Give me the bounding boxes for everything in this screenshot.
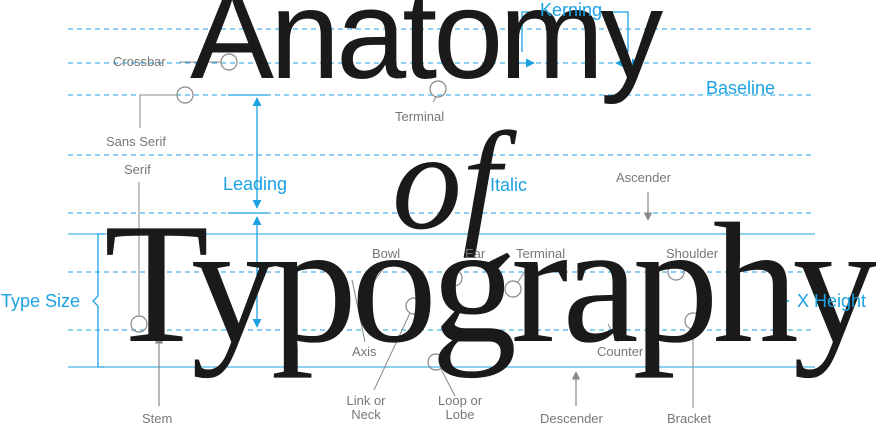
- terminal-bottom-marker: [504, 280, 522, 298]
- shoulder-marker: [667, 263, 685, 281]
- loop-lobe-label-line1: Loop or: [437, 393, 483, 408]
- link-neck-label-line1: Link or: [346, 393, 386, 408]
- link-neck-marker: [405, 297, 423, 315]
- kerning-bracket: [521, 11, 629, 52]
- link-neck-leader: [373, 312, 411, 391]
- title-of: of: [392, 104, 501, 259]
- type-size-bracket: [92, 233, 104, 368]
- sans-serif-label: Sans Serif: [106, 134, 166, 149]
- bracket-label: Bracket: [667, 411, 712, 424]
- loop-lobe-leader: [440, 368, 456, 397]
- loop-lobe-label: Loop or Lobe: [430, 394, 490, 421]
- kerning-label: Kerning: [540, 0, 603, 20]
- bowl-label: Bowl: [372, 246, 401, 261]
- ear-marker: [445, 269, 463, 287]
- ear-leader: [457, 261, 464, 272]
- title-typography: Typography: [104, 189, 876, 379]
- serif-label: Serif: [124, 162, 151, 177]
- link-neck-label-line2: Neck: [351, 407, 381, 422]
- counter-leader: [607, 323, 619, 343]
- title-anatomy: Anatomy: [190, 0, 663, 105]
- type-size-label: Type Size: [1, 291, 81, 311]
- descender-label: Descender: [540, 411, 603, 424]
- italic-label: Italic: [490, 175, 528, 195]
- counter-label: Counter: [597, 344, 644, 359]
- ear-label: Ear: [465, 246, 486, 261]
- stem-label: Stem: [142, 411, 173, 424]
- loop-lobe-marker: [427, 353, 445, 371]
- link-neck-label: Link or Neck: [336, 394, 396, 421]
- terminal-bottom-label: Terminal: [516, 246, 566, 261]
- ascender-label: Ascender: [616, 170, 671, 185]
- bowl-leader: [374, 264, 387, 281]
- axis-leader: [351, 279, 366, 343]
- terminal-top-leader: [432, 96, 437, 103]
- x-height-brace: [775, 271, 790, 331]
- shoulder-label: Shoulder: [666, 246, 719, 261]
- axis-label: Axis: [352, 344, 377, 359]
- crossbar-label: Crossbar: [113, 54, 166, 69]
- sans-serif-leader: [139, 94, 177, 128]
- terminal-bottom-leader: [517, 262, 531, 283]
- terminal-top-marker: [429, 80, 447, 98]
- loop-lobe-label-line2: Lobe: [445, 407, 475, 422]
- shoulder-leader: [677, 261, 682, 266]
- x-height-label: X Height: [797, 291, 867, 311]
- leading-label: Leading: [223, 174, 288, 194]
- baseline-label: Baseline: [706, 78, 776, 98]
- terminal-top-label: Terminal: [395, 109, 445, 124]
